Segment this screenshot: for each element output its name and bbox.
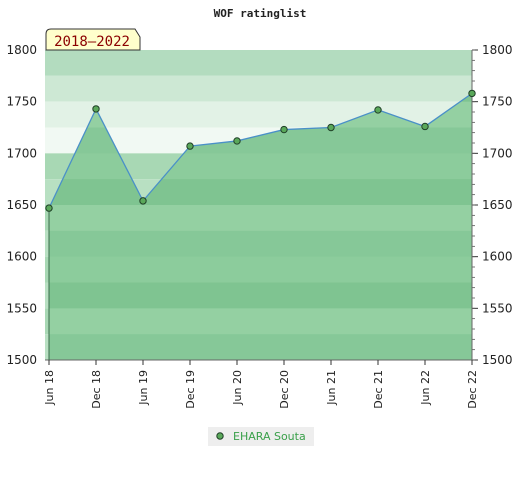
period-badge: 2018–2022 (45, 28, 141, 51)
legend-label: EHARA Souta (233, 430, 306, 443)
y-tick-label-left: 1550 (6, 301, 37, 315)
series-line (48, 92, 473, 209)
area-fill-band (49, 308, 472, 335)
area-fill-band (49, 230, 472, 258)
data-point (327, 123, 335, 132)
legend-box (208, 427, 314, 446)
y-tick-label-right: 1750 (482, 95, 513, 109)
y-tick-label-left: 1500 (6, 353, 37, 367)
period-badge-label: 2018–2022 (54, 34, 130, 50)
y-tick-label-right: 1600 (482, 250, 513, 264)
data-point (421, 122, 429, 131)
x-tick-label: Dec 19 (184, 370, 197, 409)
x-tick-label: Jun 18 (43, 370, 56, 406)
data-point (280, 125, 288, 134)
y-tick-label-right: 1700 (482, 146, 513, 160)
y-tick-label-left: 1750 (6, 95, 37, 109)
y-tick-label-left: 1650 (6, 198, 37, 212)
data-point (186, 142, 194, 150)
axes: 1500 1500 1550 1550 1600 1600 1650 1650 1700 1700… (6, 43, 512, 409)
area-fill-band (49, 334, 472, 361)
x-tick-label: Jun 20 (231, 370, 244, 406)
series-layer (45, 89, 476, 360)
area-fill-band (49, 282, 472, 309)
x-tick-label: Jun 22 (419, 370, 432, 406)
data-point (139, 197, 147, 205)
area-fill-band (49, 256, 472, 283)
x-tick-label: Jun 19 (137, 370, 150, 406)
y-tick-label-right: 1800 (482, 43, 513, 57)
legend-marker (216, 432, 224, 440)
x-tick-label: Jun 21 (325, 370, 338, 406)
y-tick-label-right: 1650 (482, 198, 513, 212)
data-point (92, 105, 100, 113)
background-band (45, 50, 472, 76)
data-point (468, 89, 476, 98)
x-tick-label: Dec 20 (278, 370, 291, 409)
x-tick-label: Dec 18 (90, 370, 103, 409)
background-band (45, 75, 472, 102)
x-tick-label: Dec 21 (372, 370, 385, 409)
y-tick-label-left: 1700 (6, 146, 37, 160)
x-tick-label: Dec 22 (466, 370, 479, 409)
data-point (374, 106, 382, 114)
data-point (233, 137, 241, 145)
y-tick-label-right: 1550 (482, 301, 513, 315)
y-tick-label-left: 1800 (6, 43, 37, 57)
chart-title: WOF ratinglist (214, 7, 307, 20)
area-fill-band (49, 179, 472, 206)
y-tick-label-right: 1500 (482, 353, 513, 367)
y-tick-label-left: 1600 (6, 250, 37, 264)
area-fill-band (49, 153, 472, 180)
legend: EHARA Souta (208, 427, 314, 446)
area-fill-band (49, 205, 472, 232)
data-point (45, 204, 53, 212)
